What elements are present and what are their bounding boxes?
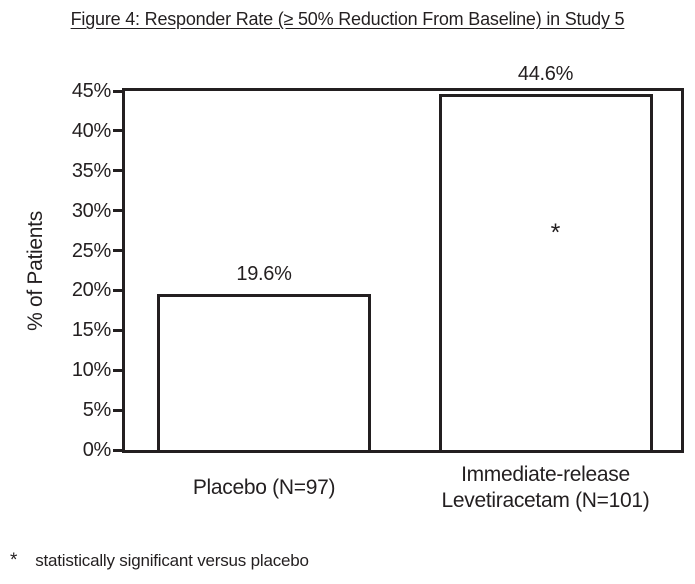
y-tick-label: 0% [82,439,112,461]
footnote: * statistically significant versus place… [10,551,309,571]
y-tick-label: 40% [71,119,111,142]
y-tick [113,169,122,173]
y-tick-label: 15% [71,319,111,342]
y-tick-label: 25% [71,239,111,262]
bar: * [438,94,653,450]
footnote-asterisk-marker: * [10,550,18,571]
y-tick-label: 20% [71,279,111,302]
y-tick-label: 10% [71,359,111,382]
y-axis-title: % of Patients [24,210,47,331]
y-tick [113,249,122,253]
y-tick [113,89,122,93]
y-tick [113,129,122,133]
bar-value-label: 44.6% [517,63,574,86]
significance-asterisk: * [550,219,561,248]
y-tick [113,448,122,452]
bar-value-label: 19.6% [236,262,292,285]
y-tick [113,209,122,213]
y-tick [113,328,122,332]
y-tick [113,408,122,412]
y-tick-label: 35% [71,159,111,182]
footnote-text: statistically significant versus placebo [35,551,309,570]
x-category-label: Immediate-release Levetiracetam (N=101) [441,463,650,512]
y-tick-label: 45% [71,80,111,102]
y-tick-label: 5% [82,399,112,422]
x-category-label: Placebo (N=97) [192,476,336,499]
y-tick-label: 30% [71,199,111,222]
bar [157,293,371,450]
y-tick [113,368,122,372]
plot-area: 0% 5% 10% 15% 20% 25% 30% 35% 40% 45% 19.6% * 44.6% [72,63,684,460]
figure-title: Figure 4: Responder Rate (≥ 50% Reductio… [70,9,625,29]
y-tick [113,288,122,292]
y-axis-title-wrap: % of Patients [22,88,50,453]
